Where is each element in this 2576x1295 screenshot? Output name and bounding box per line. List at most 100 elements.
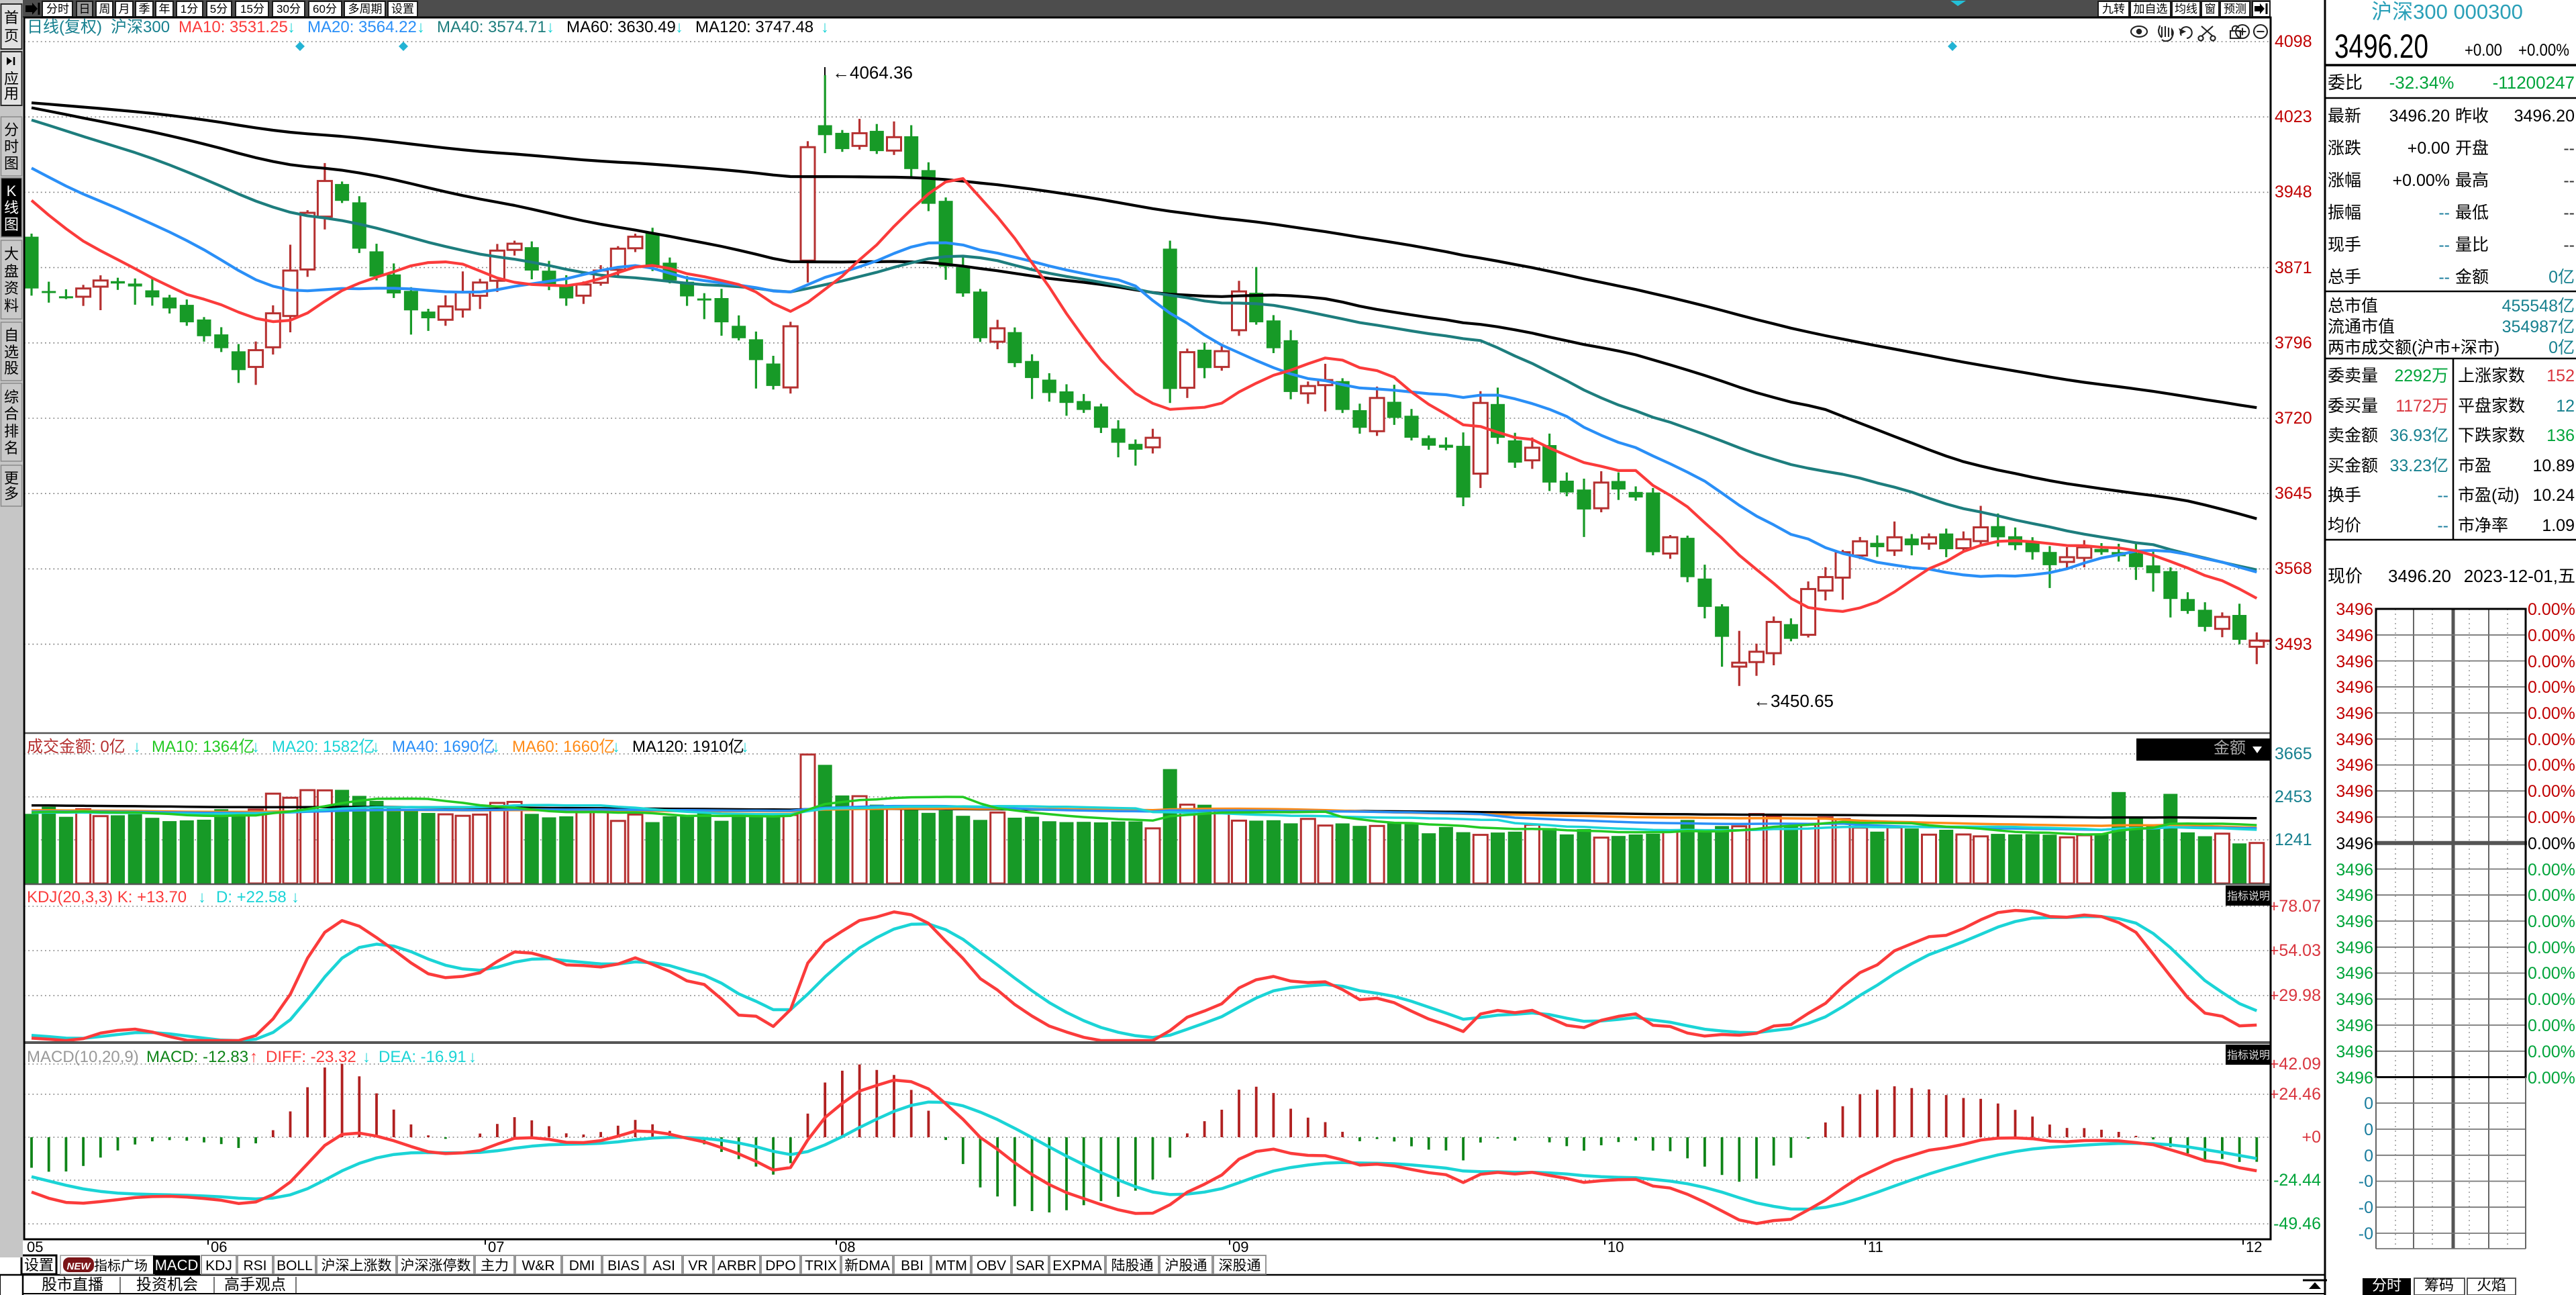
svg-text:TRIX: TRIX (805, 1258, 837, 1274)
svg-text:沪股通: 沪股通 (1165, 1258, 1207, 1274)
svg-text:最高: 最高 (2455, 171, 2489, 190)
svg-text:3496: 3496 (2336, 1043, 2373, 1061)
svg-text:分: 分 (4, 122, 19, 138)
svg-text:↓: ↓ (198, 888, 206, 906)
svg-text:选: 选 (4, 344, 19, 361)
svg-text:2453: 2453 (2275, 787, 2312, 806)
svg-text:0: 0 (2364, 1147, 2373, 1165)
svg-text:沪深300 000300: 沪深300 000300 (2371, 0, 2523, 23)
svg-text:0.00%: 0.00% (2528, 861, 2575, 879)
svg-text:最新: 最新 (2328, 107, 2361, 126)
svg-text:图: 图 (4, 216, 19, 233)
svg-text:4098: 4098 (2275, 32, 2312, 51)
svg-text:MA120: 3747.48: MA120: 3747.48 (695, 18, 813, 36)
svg-text:--: -- (2437, 516, 2448, 535)
svg-text:0.00%: 0.00% (2528, 1016, 2575, 1035)
svg-text:↓: ↓ (252, 738, 260, 756)
svg-text:11: 11 (1868, 1239, 1883, 1255)
svg-text:↓: ↓ (133, 738, 141, 756)
svg-text:--: -- (2438, 203, 2450, 222)
svg-text:MA60: 3630.49: MA60: 3630.49 (566, 18, 676, 36)
svg-text:33.23亿: 33.23亿 (2389, 457, 2448, 475)
svg-text:开盘: 开盘 (2455, 139, 2489, 158)
svg-text:3496.20: 3496.20 (2514, 107, 2575, 126)
svg-text:均线: 均线 (2175, 3, 2197, 15)
svg-text:应: 应 (4, 70, 19, 87)
svg-text:10.24: 10.24 (2532, 486, 2575, 505)
svg-text:--: -- (2437, 486, 2448, 505)
svg-text:+0.00: +0.00 (2408, 139, 2450, 158)
svg-text:EXPMA: EXPMA (1052, 1258, 1102, 1274)
svg-text:市盈(动): 市盈(动) (2458, 486, 2520, 505)
svg-text:0.00%: 0.00% (2528, 782, 2575, 801)
svg-text:36.93亿: 36.93亿 (2389, 426, 2448, 445)
svg-text:+0: +0 (2301, 1128, 2321, 1147)
svg-text:↓: ↓ (741, 738, 749, 756)
svg-text:-11200247: -11200247 (2493, 73, 2575, 93)
svg-text:3796: 3796 (2275, 334, 2312, 352)
svg-text:现价: 现价 (2328, 566, 2363, 586)
svg-text:MA10: 3531.25: MA10: 3531.25 (179, 18, 288, 36)
svg-text:RSI: RSI (243, 1258, 266, 1274)
svg-text:多: 多 (4, 485, 19, 502)
svg-text:3496: 3496 (2336, 912, 2373, 931)
svg-text:3496: 3496 (2336, 990, 2373, 1009)
svg-text:0.00%: 0.00% (2528, 704, 2575, 723)
svg-text:+78.07: +78.07 (2269, 897, 2321, 916)
svg-text:NEW: NEW (67, 1261, 92, 1272)
svg-text:↑: ↑ (250, 1048, 258, 1066)
svg-text:市净率: 市净率 (2458, 516, 2508, 535)
svg-text:均价: 均价 (2328, 516, 2361, 535)
svg-text:BIAS: BIAS (607, 1258, 640, 1274)
svg-text:九转: 九转 (2102, 3, 2125, 15)
svg-text:0.00%: 0.00% (2528, 939, 2575, 957)
svg-text:DPO: DPO (765, 1258, 796, 1274)
svg-text:昨收: 昨收 (2455, 107, 2489, 126)
svg-text:3496.20: 3496.20 (2388, 566, 2451, 586)
svg-text:窗: 窗 (2205, 3, 2216, 15)
svg-text:D: +22.58: D: +22.58 (216, 888, 287, 906)
svg-text:↓: ↓ (417, 18, 425, 36)
svg-text:0.00%: 0.00% (2528, 886, 2575, 905)
svg-text:月: 月 (119, 3, 130, 15)
svg-text:↓: ↓ (287, 18, 295, 36)
svg-text:↓: ↓ (291, 888, 299, 906)
svg-text:沪深300: 沪深300 (111, 18, 170, 36)
svg-text:60分: 60分 (313, 3, 337, 15)
svg-text:--: -- (2438, 268, 2450, 287)
svg-text:深股通: 深股通 (1219, 1258, 1261, 1274)
svg-text:股: 股 (4, 360, 19, 377)
svg-text:+54.03: +54.03 (2269, 941, 2321, 960)
svg-text:10: 10 (1607, 1239, 1624, 1255)
svg-text:3496: 3496 (2336, 678, 2373, 697)
svg-text:+42.09: +42.09 (2269, 1055, 2321, 1073)
svg-text:--: -- (2563, 171, 2575, 190)
svg-text:08: 08 (839, 1239, 855, 1255)
svg-text:3496: 3496 (2336, 626, 2373, 645)
svg-text:-49.46: -49.46 (2273, 1214, 2321, 1233)
svg-text:图: 图 (4, 155, 19, 172)
svg-text:振幅: 振幅 (2328, 203, 2361, 222)
svg-text:日线(复权): 日线(复权) (27, 18, 102, 36)
svg-text:MA20: 1582亿: MA20: 1582亿 (272, 738, 375, 756)
svg-text:2023-12-01,五: 2023-12-01,五 (2464, 566, 2575, 586)
svg-text:BOLL: BOLL (277, 1258, 313, 1274)
svg-text:-0: -0 (2359, 1198, 2373, 1217)
svg-text:MA20: 3564.22: MA20: 3564.22 (307, 18, 417, 36)
svg-text:06: 06 (211, 1239, 227, 1255)
svg-text:3496: 3496 (2336, 861, 2373, 879)
svg-text:5分: 5分 (210, 3, 228, 15)
svg-text:DMI: DMI (569, 1258, 595, 1274)
svg-text:3493: 3493 (2275, 635, 2312, 654)
svg-text:3496: 3496 (2336, 1069, 2373, 1088)
svg-text:总手: 总手 (2328, 268, 2361, 287)
svg-text:0.00%: 0.00% (2528, 653, 2575, 671)
svg-text:3568: 3568 (2275, 559, 2312, 578)
svg-text:-0: -0 (2359, 1172, 2373, 1191)
svg-text:沪深上涨数: 沪深上涨数 (321, 1258, 392, 1274)
svg-text:DEA: -16.91: DEA: -16.91 (379, 1048, 466, 1066)
svg-text:ASI: ASI (652, 1258, 675, 1274)
svg-text:0.00%: 0.00% (2528, 1043, 2575, 1061)
svg-text:1.09: 1.09 (2542, 516, 2575, 535)
svg-text:3496: 3496 (2336, 834, 2373, 853)
